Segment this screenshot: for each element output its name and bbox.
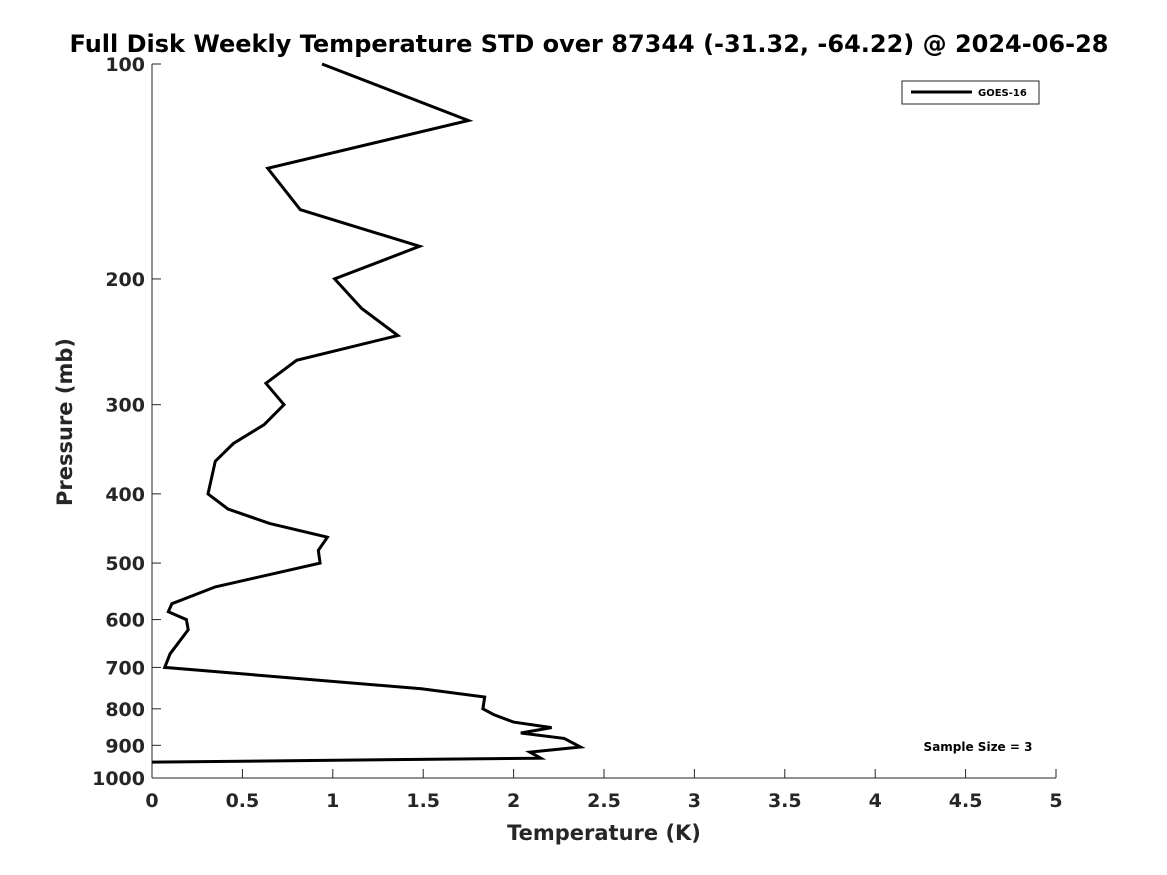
x-tick-label: 5 bbox=[1049, 790, 1062, 812]
y-axis-label: Pressure (mb) bbox=[53, 338, 77, 506]
x-tick-label: 1.5 bbox=[406, 790, 440, 812]
y-tick-label: 600 bbox=[105, 610, 145, 632]
series-line-goes-16 bbox=[151, 62, 586, 764]
x-tick-label: 0.5 bbox=[226, 790, 260, 812]
y-tick-label: 1000 bbox=[92, 768, 145, 790]
x-axis-label: Temperature (K) bbox=[507, 821, 701, 845]
legend: GOES-16 bbox=[901, 80, 1040, 105]
x-tick-label: 3 bbox=[688, 790, 701, 812]
y-tick-label: 500 bbox=[105, 553, 145, 575]
sample-size-annotation: Sample Size = 3 bbox=[924, 740, 1033, 754]
y-tick-label: 300 bbox=[105, 395, 145, 417]
y-tick-label: 100 bbox=[105, 54, 145, 76]
y-tick-label: 200 bbox=[105, 269, 145, 291]
y-tick-label: 900 bbox=[105, 735, 145, 757]
chart-title: Full Disk Weekly Temperature STD over 87… bbox=[70, 30, 1109, 58]
x-tick-label: 4 bbox=[869, 790, 882, 812]
y-tick-label: 800 bbox=[105, 699, 145, 721]
x-tick-label: 0 bbox=[145, 790, 158, 812]
y-tick-label: 700 bbox=[105, 657, 145, 679]
legend-label-goes-16: GOES-16 bbox=[978, 88, 1027, 99]
y-tick-label: 400 bbox=[105, 484, 145, 506]
x-tick-label: 2 bbox=[507, 790, 520, 812]
plot-area: 0 0.5 1 1.5 2 2.5 3 3.5 4 4.5 5 100 200 300 400 500 600 7… bbox=[92, 54, 1063, 812]
x-tick-label: 1 bbox=[326, 790, 339, 812]
x-tick-label: 3.5 bbox=[768, 790, 802, 812]
x-tick-label: 4.5 bbox=[949, 790, 983, 812]
x-tick-label: 2.5 bbox=[587, 790, 621, 812]
